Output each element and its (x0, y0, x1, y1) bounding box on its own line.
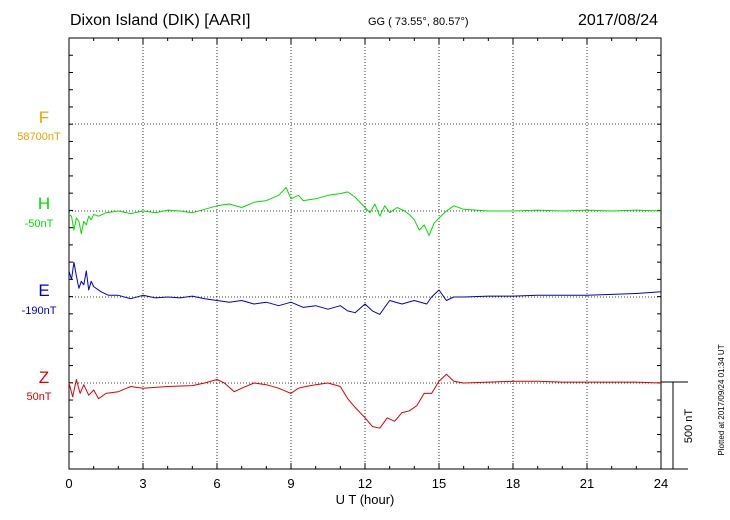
series-line-z (68, 373, 662, 429)
component-letter-e: E (38, 281, 50, 300)
plotted-at-note: Plotted at 2017/09/24 01:34 UT (717, 344, 726, 455)
x-axis-label: U T (hour) (335, 492, 395, 507)
series-line-h (68, 187, 662, 236)
x-tick-label: 24 (653, 476, 669, 491)
scale-bar: 500 nT (661, 381, 695, 470)
axis-ticks (68, 38, 662, 469)
x-tick-label: 9 (287, 476, 295, 491)
x-tick-label: 12 (357, 476, 373, 491)
component-letter-z: Z (38, 368, 50, 387)
x-tick-label: 15 (431, 476, 447, 491)
x-tick-label: 21 (579, 476, 595, 491)
component-letter-f: F (38, 108, 50, 127)
series-line-e (68, 261, 662, 315)
baseline-h: -50nT (24, 218, 54, 230)
x-tick-label: 0 (65, 476, 73, 491)
baseline-f: 58700nT (17, 131, 61, 143)
x-tick-label: 18 (505, 476, 521, 491)
x-tick-label: 3 (139, 476, 147, 491)
x-tick-label: 6 (213, 476, 221, 491)
component-letter-h: H (37, 194, 51, 213)
series-layer (68, 187, 662, 429)
plot-date: 2017/08/24 (578, 12, 659, 29)
geographic-coordinates: GG ( 73.55°, 80.57°) (368, 16, 469, 28)
baseline-e: -190nT (21, 305, 57, 317)
scale-bar-label: 500 nT (683, 409, 695, 444)
station-title: Dixon Island (DIK) [AARI] (70, 12, 251, 29)
grid-lines (69, 38, 661, 469)
baseline-z: 50nT (26, 391, 52, 403)
